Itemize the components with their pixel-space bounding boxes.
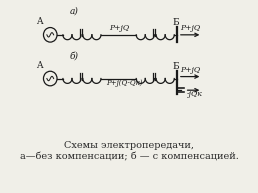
Text: Б: Б bbox=[172, 62, 179, 71]
Text: P+jQ: P+jQ bbox=[110, 24, 130, 32]
Text: A: A bbox=[36, 17, 42, 26]
Text: P+jQ: P+jQ bbox=[181, 24, 201, 32]
Text: A: A bbox=[36, 61, 42, 70]
Text: Б: Б bbox=[172, 18, 179, 27]
Text: -jQк: -jQк bbox=[187, 90, 202, 98]
Text: Схемы электропередачи,: Схемы электропередачи, bbox=[64, 141, 194, 151]
Text: а—без компенсации; б — с компенсацией.: а—без компенсации; б — с компенсацией. bbox=[20, 152, 238, 161]
Text: б): б) bbox=[69, 51, 78, 60]
Text: P+jQ: P+jQ bbox=[181, 66, 201, 74]
Text: P+j(Q-Qк): P+j(Q-Qк) bbox=[106, 79, 142, 87]
Text: а): а) bbox=[69, 6, 78, 15]
